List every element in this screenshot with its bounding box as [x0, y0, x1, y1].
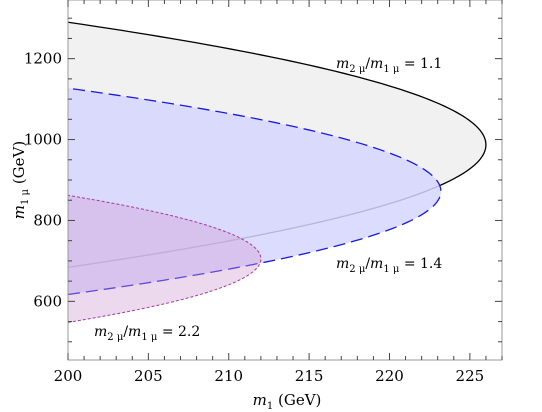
region-fill-3 [68, 195, 261, 323]
annotation-ratio-2-2: m2 μ/m1 μ = 2.2 [94, 324, 200, 343]
annotation-ratio-1-4: m2 μ/m1 μ = 1.4 [336, 256, 442, 275]
x-tick-label: 220 [375, 367, 404, 385]
x-axis-ticks: 200 205 210 215 220 225 [54, 0, 503, 385]
x-tick-label: 210 [214, 367, 243, 385]
x-tick-label: 205 [134, 367, 163, 385]
x-tick-label: 215 [295, 367, 324, 385]
y-tick-label: 800 [33, 211, 62, 229]
y-axis-title: m1 μ (GeV) [10, 141, 31, 219]
y-tick-label: 600 [33, 292, 62, 310]
x-axis-title: m1 (GeV) [253, 391, 322, 412]
y-axis-ticks: 600 800 1000 1200 [24, 17, 502, 343]
region-boundary-2 [68, 87, 442, 296]
y-tick-label: 1200 [24, 50, 62, 68]
annotation-ratio-1-1: m2 μ/m1 μ = 1.1 [336, 56, 442, 75]
region-boundary-3 [68, 194, 262, 323]
x-tick-label: 225 [456, 367, 485, 385]
regions [68, 21, 487, 323]
y-tick-label: 1000 [24, 131, 62, 149]
x-tick-label: 200 [54, 367, 83, 385]
